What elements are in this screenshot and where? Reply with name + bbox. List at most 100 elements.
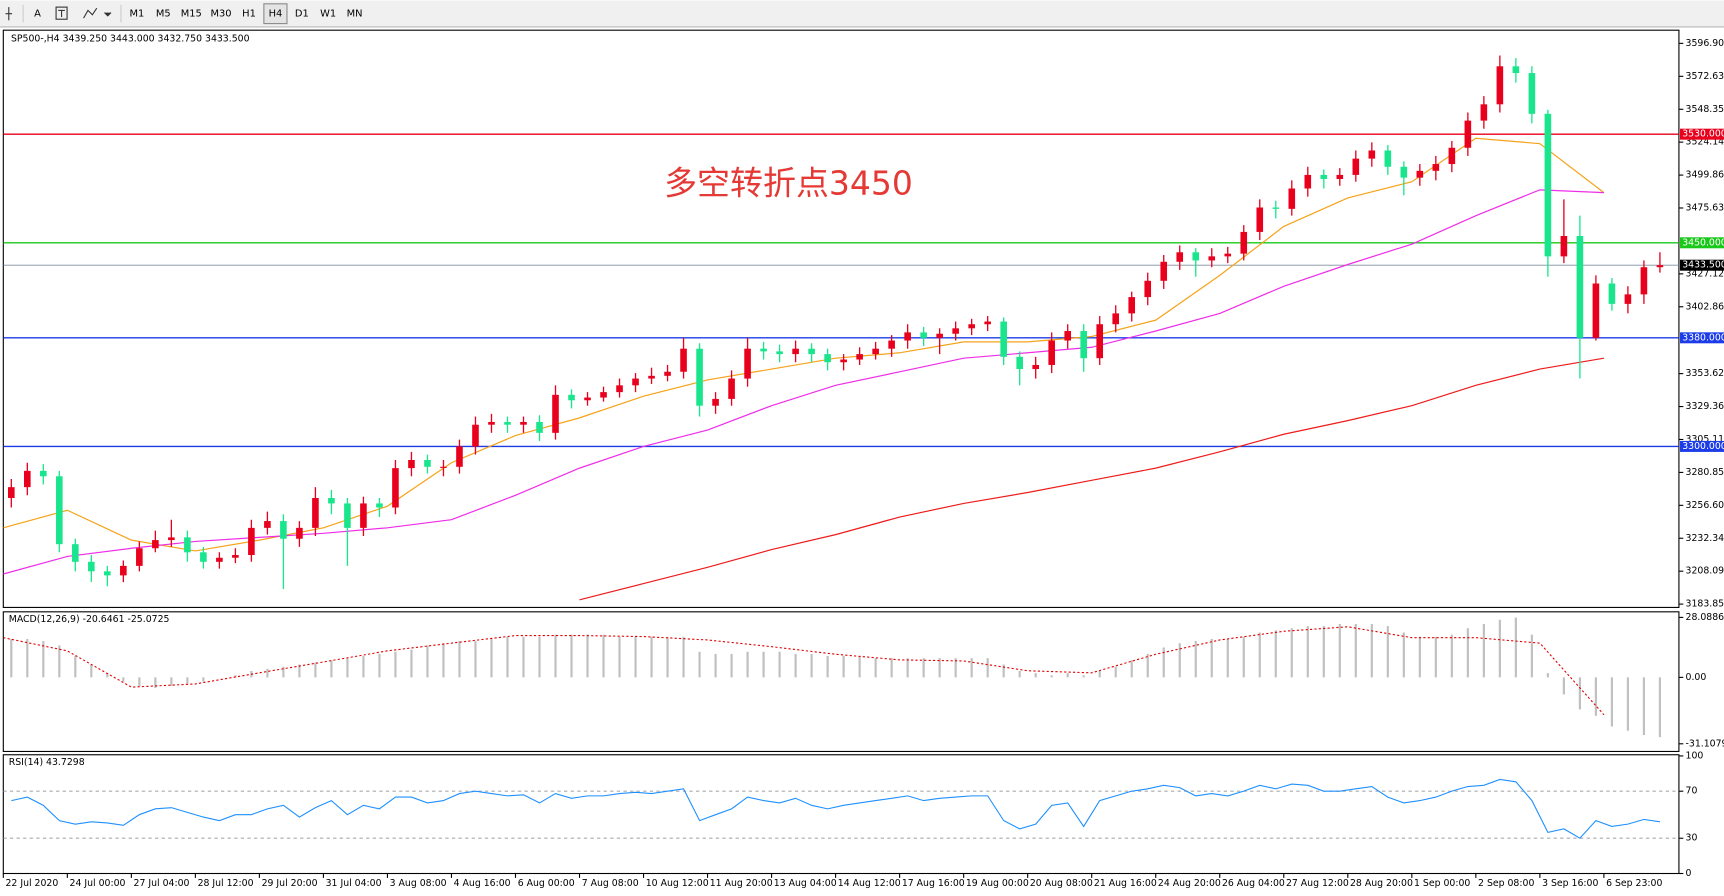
candle-body [72,544,79,562]
candle-body [1032,364,1039,370]
plot [3,55,1679,601]
y-tick-label: 3427.120 [1686,268,1724,279]
candle-body [1256,207,1264,232]
x-tick-label: 28 Aug 20:00 [1350,878,1413,889]
y-tick-label: 30 [1686,833,1698,844]
candle-body [1016,356,1023,370]
candle-body [1320,174,1328,179]
x-tick-label: 6 Aug 00:00 [518,878,575,889]
timeframe-button[interactable]: D1 [295,9,309,20]
candle-body [296,527,303,539]
candle-body [104,571,111,576]
candle-body [536,421,543,433]
candle-body [968,324,975,329]
x-tick-label: 1 Sep 00:00 [1414,878,1470,889]
level-label-box [1680,128,1724,140]
candle-body [1624,294,1632,304]
y-tick-label: 3256.600 [1686,500,1724,511]
moving-average [3,189,1604,575]
timeframe-button[interactable]: M1 [129,9,144,20]
x-tick-label: 19 Aug 00:00 [966,878,1029,889]
candle-body [488,421,495,425]
timeframes: M1 M5 M15 M30 H1 H4 D1 W1 MN [129,3,363,25]
candle-body [1192,252,1200,261]
x-tick-label: 27 Aug 12:00 [1286,878,1349,889]
timeframe-button[interactable]: M30 [210,9,231,20]
macd-title: MACD(12,26,9) -20.6461 -25.0725 [9,614,170,625]
candle-body [504,421,511,425]
timeframe-button[interactable]: H4 [269,9,283,20]
candle-body [744,348,751,379]
y-tick-label: 3183.853 [1686,599,1724,610]
candle-body [1400,166,1408,178]
candle-body [1384,150,1392,167]
candle-body [184,537,191,553]
y-tick-label: 3353.620 [1686,368,1724,379]
rsi-title: RSI(14) 43.7298 [9,757,85,768]
candle-body [1272,207,1280,209]
y-tick-label: -31.1079 [1686,738,1724,749]
tool-icons [5,4,122,23]
candle-body [408,459,415,469]
x-tick-label: 24 Aug 20:00 [1158,878,1221,889]
candle-body [232,555,239,558]
x-tick-label: 14 Aug 12:00 [838,878,901,889]
candle-body [1048,340,1055,365]
candle-body [1608,283,1616,304]
timeframe-button[interactable]: H1 [242,9,256,20]
x-tick-label: 3 Aug 08:00 [390,878,447,889]
x-tick-label: 29 Jul 20:00 [262,878,318,889]
x-tick-label: 3 Sep 16:00 [1542,878,1598,889]
y-tick-label: 3499.865 [1686,170,1724,181]
candle-body [1592,283,1600,338]
candle-body [872,348,879,355]
timeframe-button[interactable]: W1 [320,9,336,20]
timeframe-button[interactable]: MN [347,9,363,20]
candle-body [600,392,607,398]
text-tool[interactable]: A [34,9,41,20]
candle-body [1656,265,1664,268]
candle-body [888,340,895,349]
y-tick-label: 70 [1686,786,1698,797]
candle-body [1432,164,1440,171]
candle-body [136,548,143,566]
x-tick-label: 13 Aug 04:00 [774,878,837,889]
candle-body [152,540,159,549]
candle-body [1288,188,1296,209]
candle-body [1416,170,1424,178]
candle-body [344,503,351,528]
candle-body [360,503,367,528]
y-tick-label: 3524.140 [1686,137,1724,148]
candle-body [1640,267,1648,295]
candle-body [1304,174,1312,189]
candle-body [440,466,447,468]
candle-body [168,537,175,541]
rsi-line [11,778,1660,839]
timeframe-button[interactable]: M15 [181,9,202,20]
x-tick-label: 10 Aug 12:00 [646,878,709,889]
last-price-label: 3433.500 [1682,260,1724,271]
candle-body [1000,321,1007,357]
moving-average [579,357,1605,601]
candle-body [1576,235,1584,338]
candle-body [1064,331,1071,341]
candle-body [312,498,319,528]
macd-pane [2,611,1680,753]
candle-body [1512,66,1520,74]
candle-body [248,527,255,556]
x-tick-label: 2 Sep 08:00 [1478,878,1534,889]
timeframe-button[interactable]: M5 [156,9,171,20]
toolbar [0,0,1724,27]
candle-body [984,321,991,325]
candle-body [1480,104,1488,121]
candle-body [1080,331,1088,359]
candle-body [120,565,127,576]
rsi-pane [2,754,1680,875]
candle-body [1368,150,1376,159]
candle-body [1448,147,1456,165]
candle-body [1128,297,1136,314]
x-tick-label: 7 Aug 08:00 [582,878,639,889]
y-tick-label: 3572.630 [1686,71,1724,82]
y-tick-label: 3596.905 [1686,38,1724,49]
x-tick-label: 22 Jul 2020 [5,878,58,889]
